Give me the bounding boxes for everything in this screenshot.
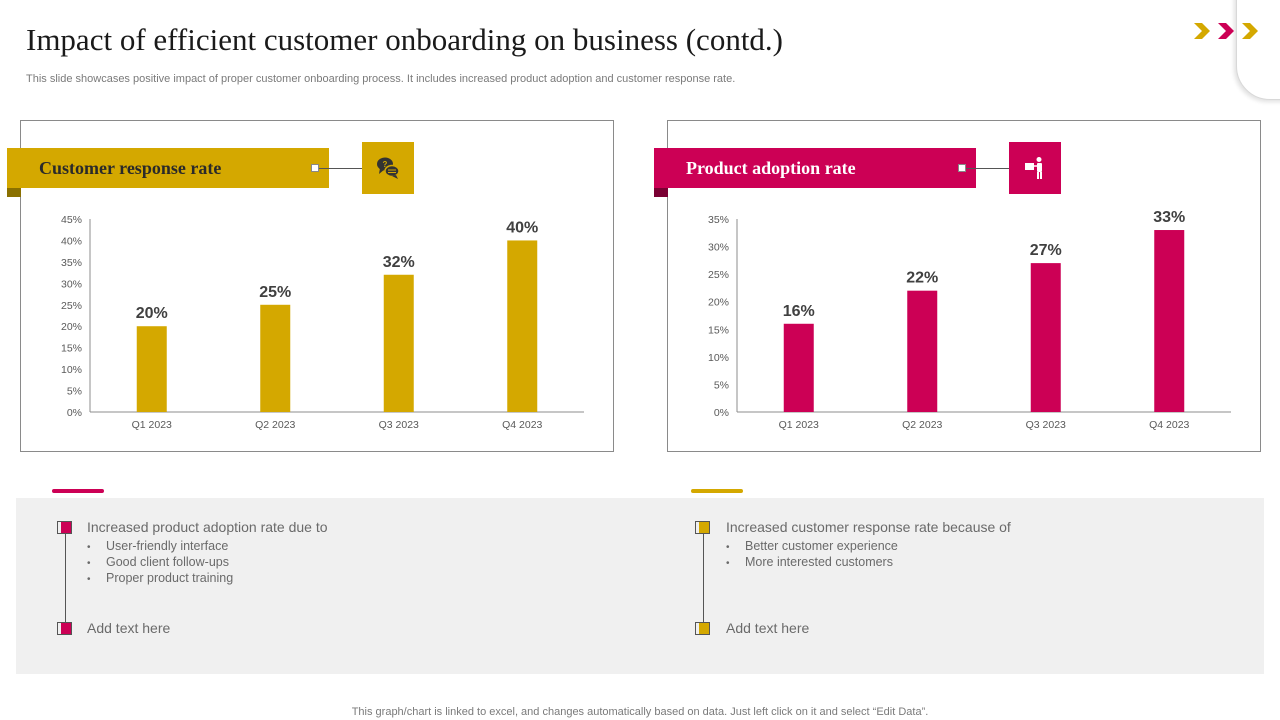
connector-node-left	[311, 164, 319, 172]
x-tick-label: Q4 2023	[1149, 419, 1189, 431]
data-label: 40%	[506, 219, 538, 236]
x-tick-label: Q2 2023	[255, 419, 295, 431]
y-tick-label: 10%	[61, 364, 82, 376]
y-tick-label: 15%	[708, 324, 729, 336]
data-label: 33%	[1153, 209, 1185, 226]
bar-q2-2023	[260, 304, 291, 412]
bullet-square-icon	[57, 622, 72, 635]
svg-text:?: ?	[383, 160, 388, 169]
x-tick-label: Q3 2023	[379, 419, 419, 431]
bar-q1-2023	[136, 326, 167, 412]
bar-q4-2023	[1154, 230, 1185, 412]
x-tick-label: Q3 2023	[1026, 419, 1066, 431]
bar-q3-2023	[1030, 263, 1061, 412]
y-tick-label: 40%	[61, 235, 82, 247]
y-tick-label: 45%	[61, 214, 82, 226]
data-label: 20%	[136, 305, 168, 322]
note-heading-left: Increased product adoption rate due to	[87, 519, 328, 535]
data-label: 25%	[259, 284, 291, 301]
banner-customer-response: Customer response rate	[7, 148, 329, 188]
bar-q1-2023	[783, 323, 814, 412]
banner-fold-left	[7, 188, 21, 197]
x-tick-label: Q1 2023	[132, 419, 172, 431]
y-tick-label: 20%	[708, 297, 729, 309]
bar-q4-2023	[507, 240, 538, 412]
bar-q2-2023	[907, 290, 938, 412]
list-item: More interested customers	[726, 554, 898, 570]
page-subtitle: This slide showcases positive impact of …	[26, 73, 736, 85]
note-heading-right: Increased customer response rate because…	[726, 519, 1011, 535]
banner-fold-right	[654, 188, 668, 197]
y-tick-label: 30%	[61, 278, 82, 290]
accent-bar-right	[691, 489, 743, 493]
customer-response-chart: 0% 5% 10% 15% 20% 25% 30% 35% 40% 45% 20% Q1 2023 25…	[61, 214, 584, 431]
add-text-left[interactable]: Add text here	[87, 620, 171, 636]
timeline-line-left	[65, 528, 66, 629]
data-label: 22%	[906, 270, 938, 287]
data-label: 16%	[783, 303, 815, 320]
page-title: Impact of efficient customer onboarding …	[26, 22, 784, 57]
icon-box-left: ?	[362, 142, 414, 194]
connector-line-left	[319, 168, 363, 169]
accent-bar-left	[52, 489, 104, 493]
y-tick-label: 30%	[708, 242, 729, 254]
y-tick-label: 25%	[61, 300, 82, 312]
bar-q3-2023	[383, 274, 414, 412]
bullet-square-icon	[57, 521, 72, 534]
y-tick-label: 10%	[708, 352, 729, 364]
footer-note: This graph/chart is linked to excel, and…	[351, 706, 929, 718]
chat-bubbles-icon: ?	[377, 157, 400, 179]
data-label: 32%	[383, 254, 415, 271]
add-text-right[interactable]: Add text here	[726, 620, 810, 636]
icon-box-right	[1009, 142, 1061, 194]
list-item: Better customer experience	[726, 538, 898, 554]
banner-product-adoption: Product adoption rate	[654, 148, 976, 188]
y-tick-label: 15%	[61, 343, 82, 355]
list-item: Proper product training	[87, 570, 233, 586]
x-tick-label: Q2 2023	[902, 419, 942, 431]
y-tick-label: 35%	[61, 257, 82, 269]
product-adoption-chart: 0% 5% 10% 15% 20% 25% 30% 35% 16% Q1 2023 22% Q2 20…	[708, 209, 1231, 431]
y-tick-label: 20%	[61, 321, 82, 333]
list-item: User-friendly interface	[87, 538, 233, 554]
corner-tab	[1236, 0, 1280, 100]
note-bullets-left: User-friendly interface Good client foll…	[87, 538, 233, 586]
data-label: 27%	[1030, 242, 1062, 259]
bullet-square-icon	[695, 622, 710, 635]
x-tick-label: Q4 2023	[502, 419, 542, 431]
timeline-line-right	[703, 528, 704, 629]
person-presenting-icon	[1025, 157, 1042, 179]
list-item: Good client follow-ups	[87, 554, 233, 570]
bullet-square-icon	[695, 521, 710, 534]
y-tick-label: 5%	[67, 386, 82, 398]
chevrons-right-icon	[1194, 23, 1258, 39]
connector-line-right	[966, 168, 1010, 169]
connector-node-right	[958, 164, 966, 172]
y-tick-label: 0%	[714, 407, 729, 419]
x-tick-label: Q1 2023	[779, 419, 819, 431]
y-tick-label: 0%	[67, 407, 82, 419]
y-tick-label: 25%	[708, 269, 729, 281]
y-tick-label: 35%	[708, 214, 729, 226]
note-bullets-right: Better customer experience More interest…	[726, 538, 898, 570]
y-tick-label: 5%	[714, 379, 729, 391]
